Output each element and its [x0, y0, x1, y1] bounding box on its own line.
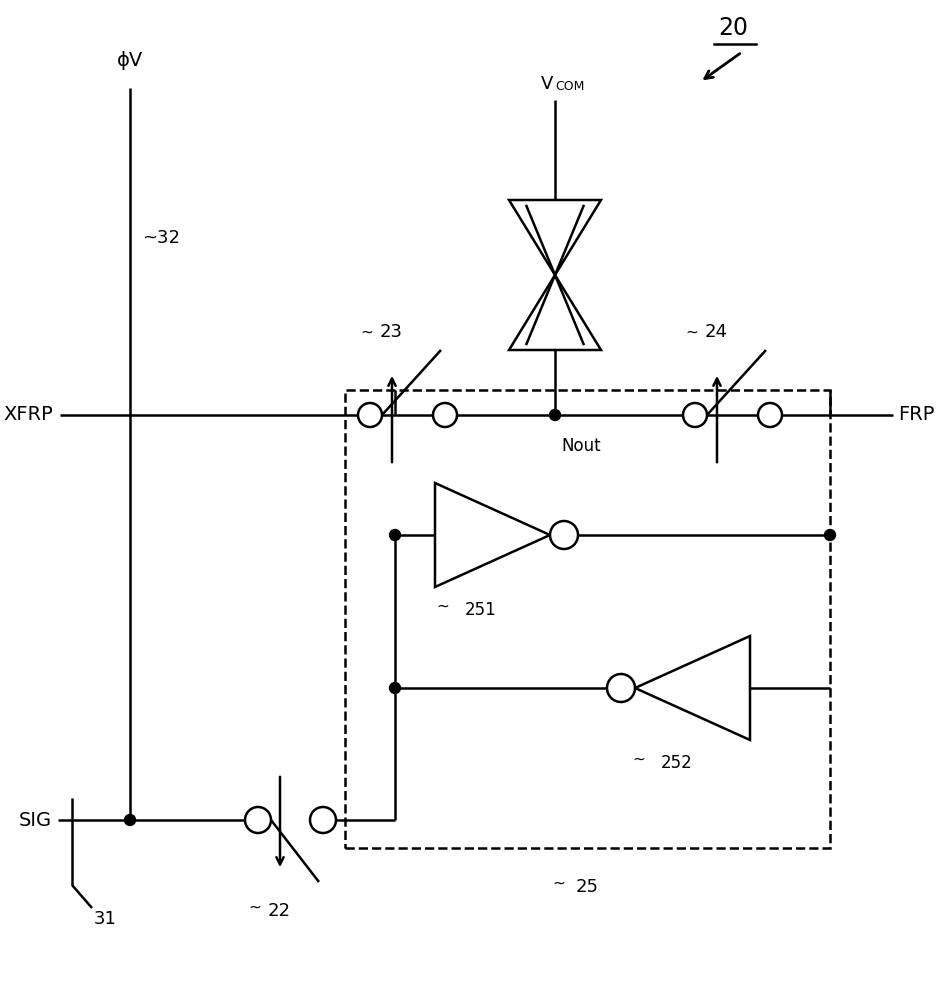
Text: ~: ~	[436, 599, 449, 614]
Text: 251: 251	[465, 601, 497, 619]
Text: FRP: FRP	[898, 406, 934, 424]
Text: ~32: ~32	[142, 229, 180, 247]
Circle shape	[389, 682, 401, 694]
Circle shape	[245, 807, 271, 833]
Text: 22: 22	[268, 902, 291, 920]
Text: ~: ~	[632, 752, 645, 767]
Circle shape	[758, 403, 782, 427]
Circle shape	[550, 410, 561, 420]
Text: 24: 24	[705, 323, 728, 341]
Text: V: V	[540, 75, 553, 93]
Circle shape	[433, 403, 457, 427]
Text: ~: ~	[686, 325, 698, 340]
Text: Nout: Nout	[561, 437, 600, 455]
Text: XFRP: XFRP	[3, 406, 53, 424]
Circle shape	[550, 521, 578, 549]
Text: SIG: SIG	[19, 810, 52, 830]
Text: 252: 252	[661, 754, 693, 772]
Text: 31: 31	[94, 910, 117, 928]
Text: COM: COM	[555, 81, 584, 94]
Text: ~: ~	[360, 325, 373, 340]
Circle shape	[125, 814, 135, 826]
Circle shape	[607, 674, 635, 702]
Text: 23: 23	[380, 323, 403, 341]
Text: ϕV: ϕV	[117, 51, 144, 70]
Circle shape	[358, 403, 382, 427]
Circle shape	[825, 530, 836, 540]
Circle shape	[310, 807, 336, 833]
Text: 25: 25	[576, 878, 599, 896]
Circle shape	[389, 530, 401, 540]
Text: ~: ~	[249, 900, 261, 915]
Text: 20: 20	[718, 16, 748, 40]
Circle shape	[683, 403, 707, 427]
Text: ~: ~	[552, 876, 566, 891]
